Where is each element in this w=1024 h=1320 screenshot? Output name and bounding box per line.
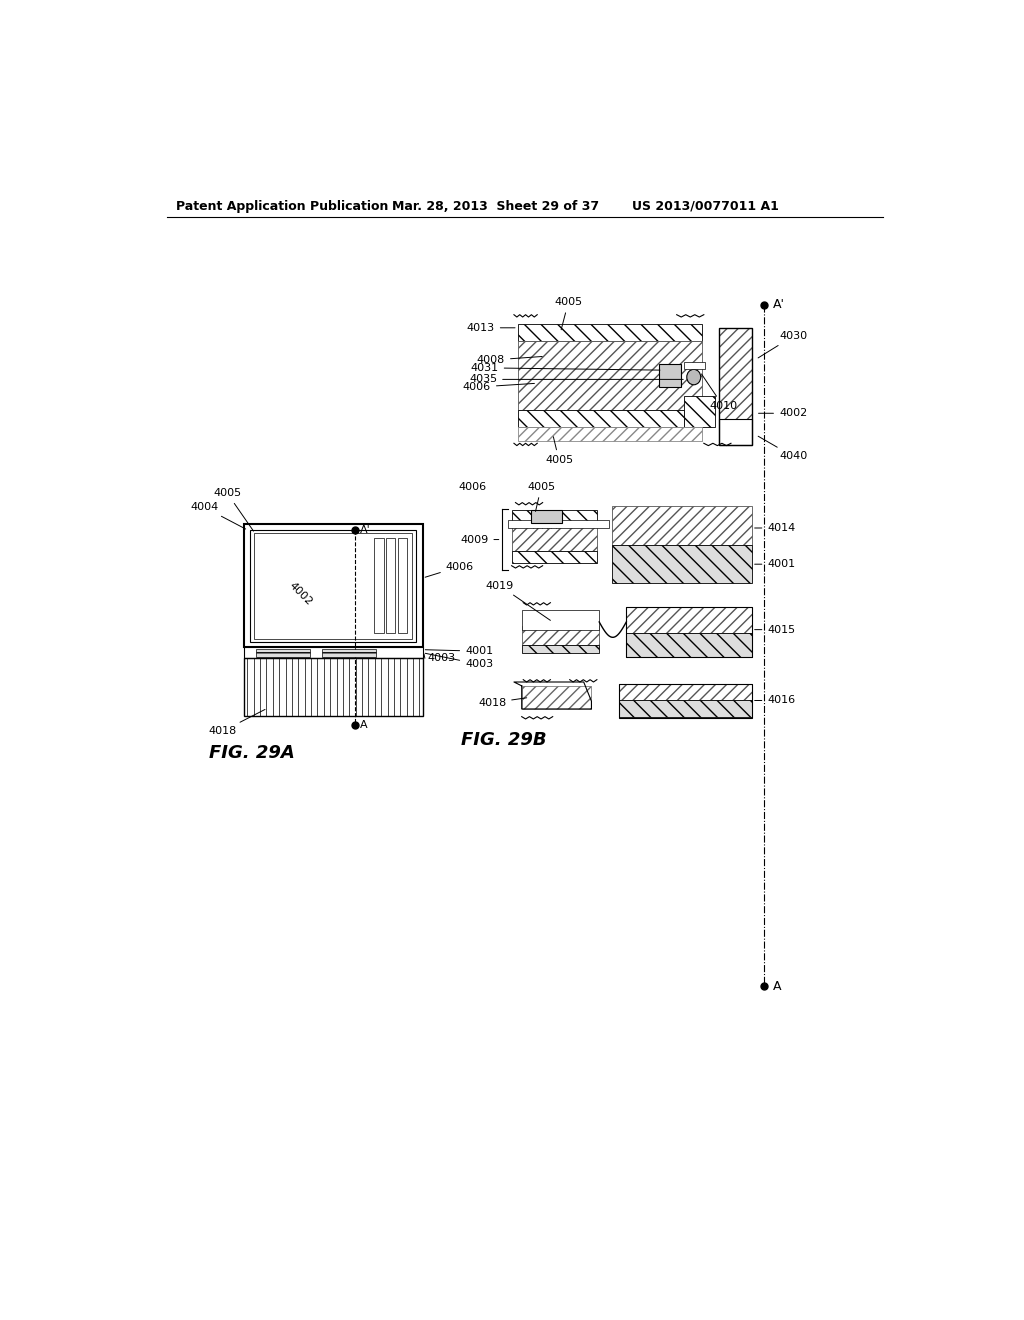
Text: 4008: 4008: [477, 355, 542, 366]
Text: 4035: 4035: [469, 375, 683, 384]
Text: 4018: 4018: [478, 698, 526, 708]
Bar: [251, 529, 417, 642]
Text: 4005: 4005: [554, 297, 583, 330]
Bar: [508, 520, 608, 528]
Text: 4006: 4006: [425, 561, 474, 577]
Text: 4019: 4019: [485, 581, 551, 620]
Text: Mar. 28, 2013  Sheet 29 of 37: Mar. 28, 2013 Sheet 29 of 37: [391, 199, 599, 213]
Text: 4005: 4005: [545, 437, 573, 465]
Text: 4004: 4004: [190, 502, 246, 529]
Bar: [245, 524, 423, 647]
Text: 4002: 4002: [759, 408, 807, 418]
Text: 4002: 4002: [288, 579, 314, 607]
Text: 4001: 4001: [755, 560, 796, 569]
Bar: [518, 323, 701, 341]
Bar: [627, 607, 752, 656]
Bar: [245, 659, 423, 715]
Bar: [512, 552, 597, 564]
Bar: [521, 645, 599, 653]
Text: 4005: 4005: [527, 482, 555, 511]
Bar: [512, 511, 597, 524]
Text: US 2013/0077011 A1: US 2013/0077011 A1: [632, 199, 778, 213]
Text: FIG. 29B: FIG. 29B: [461, 731, 547, 750]
Text: 4001: 4001: [425, 647, 494, 656]
Ellipse shape: [687, 370, 700, 385]
Bar: [719, 418, 752, 445]
Bar: [375, 539, 384, 634]
Bar: [518, 428, 701, 441]
Bar: [245, 647, 423, 659]
Text: 4030: 4030: [758, 331, 807, 358]
Text: 4013: 4013: [467, 323, 515, 333]
Bar: [618, 684, 752, 701]
Text: 4003: 4003: [428, 653, 456, 663]
Bar: [521, 610, 599, 630]
Text: 4005: 4005: [213, 488, 254, 531]
Bar: [627, 634, 752, 656]
Text: A': A': [773, 298, 784, 312]
Text: 4006: 4006: [463, 381, 535, 392]
Text: 4009: 4009: [460, 535, 499, 545]
Bar: [322, 649, 376, 656]
Text: 4014: 4014: [755, 523, 796, 533]
Text: A: A: [773, 979, 781, 993]
Bar: [531, 511, 562, 523]
Bar: [397, 539, 407, 634]
Bar: [518, 341, 701, 411]
Bar: [618, 701, 752, 718]
Bar: [386, 539, 395, 634]
Bar: [719, 327, 752, 445]
Text: 4003: 4003: [425, 653, 494, 669]
Bar: [618, 684, 752, 718]
Text: 4006: 4006: [458, 482, 486, 492]
Text: 4031: 4031: [471, 363, 660, 372]
Bar: [258, 535, 409, 636]
Text: FIG. 29A: FIG. 29A: [209, 744, 295, 762]
Text: 4040: 4040: [758, 436, 807, 462]
Bar: [518, 411, 684, 428]
Bar: [612, 545, 752, 583]
Text: 4018: 4018: [208, 709, 265, 737]
Bar: [254, 533, 413, 639]
Text: 4010: 4010: [701, 374, 737, 412]
Bar: [627, 607, 752, 634]
Bar: [521, 686, 592, 709]
Bar: [719, 327, 752, 418]
Text: A: A: [359, 721, 367, 730]
Bar: [521, 626, 599, 645]
Text: Patent Application Publication: Patent Application Publication: [176, 199, 388, 213]
Text: 4016: 4016: [755, 696, 796, 705]
Bar: [684, 362, 705, 370]
Text: 4015: 4015: [755, 624, 796, 635]
Bar: [612, 507, 752, 545]
Bar: [256, 649, 310, 656]
Bar: [684, 396, 716, 428]
Text: A': A': [359, 525, 370, 536]
Bar: [512, 524, 597, 552]
Bar: [658, 364, 681, 387]
